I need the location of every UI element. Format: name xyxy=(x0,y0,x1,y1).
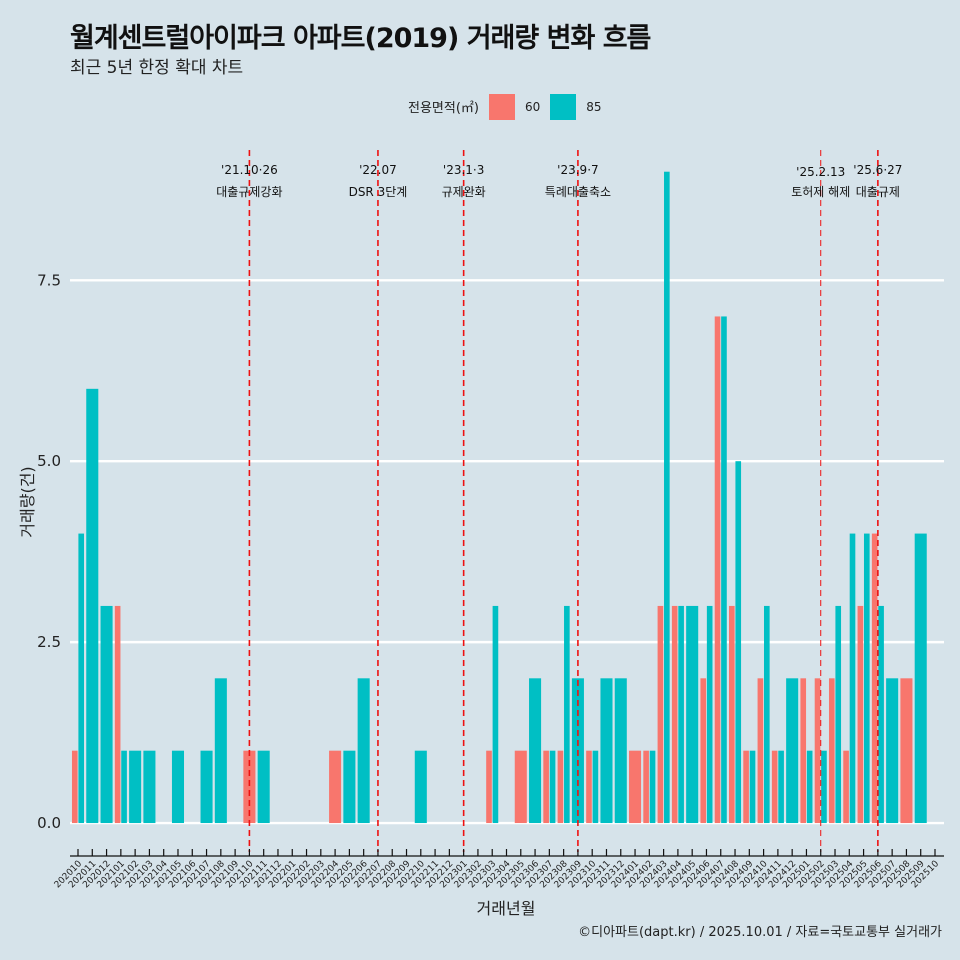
gridlines xyxy=(70,279,944,825)
bar-85-202407 xyxy=(721,316,727,824)
bar-85-202307 xyxy=(549,750,556,824)
bar-85-202206 xyxy=(357,678,370,824)
bar-60-202408 xyxy=(729,605,735,824)
bar-60-202204 xyxy=(329,750,342,824)
bar-85-202503 xyxy=(835,605,842,824)
bar-85-202412 xyxy=(786,678,799,824)
bar-85-202404 xyxy=(678,605,684,824)
bar-60-202501 xyxy=(800,678,807,824)
bar-85-202505 xyxy=(863,533,870,824)
annotation-date: '22.07 xyxy=(359,163,397,177)
y-axis: 0.0 2.5 5.0 7.5 xyxy=(37,271,61,832)
bar-85-202509 xyxy=(914,533,927,824)
bar-60-202504 xyxy=(843,750,849,824)
legend-swatch-85 xyxy=(550,93,577,120)
bar-85-202403 xyxy=(664,171,670,824)
bar-85-202312 xyxy=(614,678,627,824)
bar-85-202205 xyxy=(343,750,356,824)
bar-60-202305 xyxy=(514,750,527,824)
bar-60-202403 xyxy=(657,605,664,824)
bar-60-202310 xyxy=(586,750,592,824)
annotation-date: '25.2.13 xyxy=(796,165,845,179)
annotation-lines: '21.10·26 대출규제강화 '22.07 DSR 3단계 '23.1·3 규제완화 '… xyxy=(216,150,902,852)
chart-subtitle: 최근 5년 한정 확대 차트 xyxy=(70,58,244,78)
bar-85-202411 xyxy=(778,750,784,824)
bar-85-202402 xyxy=(649,750,656,824)
bar-60-202101 xyxy=(114,605,121,824)
x-axis-title: 거래년월 xyxy=(477,899,536,918)
y-tick-label: 7.5 xyxy=(37,271,61,289)
bar-60-202410 xyxy=(757,678,764,824)
bar-85-202105 xyxy=(171,750,185,824)
bar-85-202107 xyxy=(200,750,213,824)
bar-60-202401 xyxy=(629,750,642,824)
bars xyxy=(71,171,927,824)
bar-85-202102 xyxy=(129,750,142,824)
bar-85-202504 xyxy=(849,533,856,824)
bar-60-202406 xyxy=(700,678,707,824)
bar-60-202502 xyxy=(814,678,821,824)
bar-85-202408 xyxy=(735,461,742,824)
bar-60-202411 xyxy=(771,750,778,824)
source-caption: ©디아파트(dapt.kr) / 2025.10.01 / 자료=국토교통부 실… xyxy=(578,925,942,940)
bar-60-202402 xyxy=(643,750,649,824)
y-axis-title: 거래량(건) xyxy=(18,466,37,537)
bar-85-202111 xyxy=(257,750,270,824)
annotation-label: 토허제 해제 xyxy=(791,185,850,199)
bar-60-202110 xyxy=(243,750,256,824)
bar-85-202405 xyxy=(686,605,699,824)
bar-85-202501 xyxy=(806,750,813,824)
bar-85-202010 xyxy=(78,533,85,824)
bar-60-202407 xyxy=(714,316,721,824)
bar-60-202503 xyxy=(828,678,835,824)
y-tick-label: 5.0 xyxy=(37,452,61,470)
legend-label-60: 60 xyxy=(524,99,541,114)
legend: 전용면적(㎡) 60 85 xyxy=(408,93,612,120)
bar-60-202404 xyxy=(671,605,678,824)
chart-title: 월계센트럴아이파크 아파트(2019) 거래량 변화 흐름 xyxy=(70,23,651,54)
bar-85-202103 xyxy=(143,750,156,824)
legend-swatch-60 xyxy=(488,93,515,120)
bar-60-202505 xyxy=(857,605,864,824)
y-tick-label: 0.0 xyxy=(37,814,61,832)
bar-60-202308 xyxy=(557,750,564,824)
annotation-label: 대출규제 xyxy=(856,185,900,199)
bar-60-202409 xyxy=(743,750,749,824)
bar-60-202506 xyxy=(871,533,878,824)
annotation-date: '25.6·27 xyxy=(853,163,902,177)
annotation-date: '23.9·7 xyxy=(557,163,598,177)
bar-85-202108 xyxy=(214,678,227,824)
bar-85-202011 xyxy=(86,388,99,824)
x-axis: 2020102020112020122021012021022021032021… xyxy=(53,849,944,890)
bar-85-202210 xyxy=(414,750,427,824)
bar-85-202306 xyxy=(529,678,542,824)
annotation-label: 규제완화 xyxy=(442,185,486,199)
y-tick-label: 2.5 xyxy=(37,633,61,651)
annotation-label: 대출규제강화 xyxy=(216,185,282,199)
bar-85-202303 xyxy=(492,605,499,824)
annotation-date: '23.1·3 xyxy=(443,163,484,177)
bar-60-202010 xyxy=(71,750,78,824)
bar-85-202012 xyxy=(100,605,113,824)
bar-85-202409 xyxy=(749,750,756,824)
bar-60-202508 xyxy=(900,678,913,824)
annotation-label: 특례대출축소 xyxy=(545,185,611,199)
bar-85-202101 xyxy=(121,750,127,824)
bar-85-202506 xyxy=(878,605,884,824)
bar-60-202303 xyxy=(486,750,492,824)
annotation-date: '21.10·26 xyxy=(221,163,278,177)
bar-85-202406 xyxy=(706,605,713,824)
annotation-label: DSR 3단계 xyxy=(349,185,408,199)
bar-85-202410 xyxy=(764,605,770,824)
bar-85-202311 xyxy=(600,678,613,824)
legend-label-85: 85 xyxy=(586,99,602,114)
bar-60-202307 xyxy=(543,750,549,824)
bar-85-202502 xyxy=(821,750,827,824)
bar-85-202310 xyxy=(592,750,599,824)
bar-85-202308 xyxy=(564,605,570,824)
bar-85-202507 xyxy=(886,678,899,824)
legend-title: 전용면적(㎡) xyxy=(408,101,479,116)
